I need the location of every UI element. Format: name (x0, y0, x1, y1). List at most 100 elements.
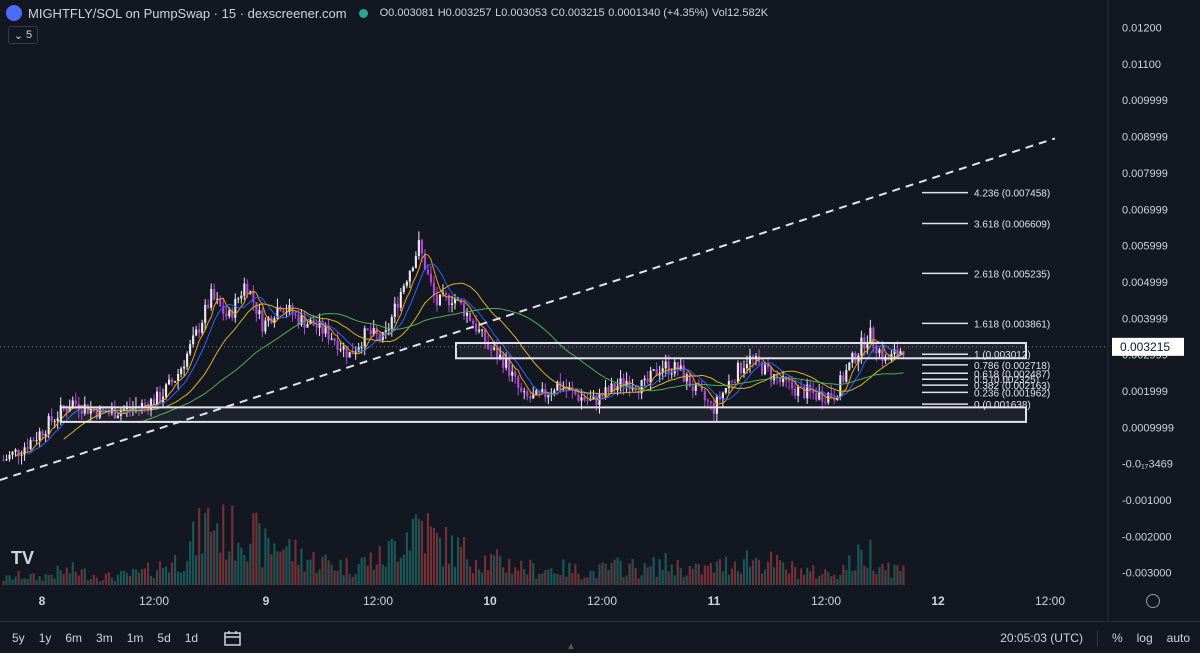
volume-bar (306, 559, 309, 585)
volume-bar (420, 520, 423, 585)
range-button-1m[interactable]: 1m (126, 630, 144, 645)
candle-body (95, 410, 98, 418)
chevron-up-icon[interactable]: ▲ (566, 641, 576, 652)
volume-bar (183, 571, 186, 585)
candle-body (770, 367, 773, 381)
auto-toggle[interactable]: auto (1166, 630, 1190, 645)
volume-bar (893, 564, 896, 585)
candle-body (797, 386, 800, 396)
volume-bar (652, 556, 655, 585)
range-button-3m[interactable]: 3m (96, 630, 113, 645)
range-button-5y[interactable]: 5y (12, 630, 25, 645)
x-tick-label: 12:00 (1035, 594, 1065, 608)
candle-body (306, 324, 309, 328)
volume-bar (348, 573, 351, 585)
volume-bar (544, 570, 547, 585)
volume-bar (718, 558, 721, 585)
volume-bar (74, 571, 77, 585)
volume-bar (806, 567, 809, 585)
indicator-collapse-button[interactable]: ⌄ 5 (8, 26, 38, 44)
last-price-box (1112, 337, 1184, 356)
candle-body (53, 421, 56, 423)
y-tick-label: 0.005999 (1122, 241, 1168, 253)
volume-bar (646, 567, 649, 585)
candle-body (682, 365, 685, 382)
range-button-1y[interactable]: 1y (38, 630, 52, 645)
candle-body (511, 371, 514, 376)
candle-body (517, 376, 520, 388)
candle-body (782, 376, 785, 383)
volume-bar (854, 570, 857, 585)
candle-body (252, 291, 255, 303)
candle-body (748, 356, 752, 365)
candle-body (565, 387, 568, 390)
percent-toggle[interactable]: % (1111, 630, 1123, 645)
volume-bar (429, 526, 432, 585)
range-button-1d[interactable]: 1d (184, 630, 199, 645)
candle-body (192, 335, 195, 345)
candle-body (496, 347, 499, 359)
candle-body (541, 389, 544, 394)
candle-body (333, 338, 336, 341)
candle-body (324, 326, 327, 334)
candle-body (679, 365, 682, 371)
volume-bar (137, 572, 141, 585)
volume-bar (782, 562, 785, 585)
volume-bar (71, 562, 74, 585)
volume-bar (195, 555, 198, 585)
volume-bar (842, 565, 845, 585)
volume-bar (270, 554, 273, 585)
bottom-toolbar: 5y 1y 6m 3m 1m 5d 1d 20:05:03 (UTC) % log auto (0, 621, 1200, 653)
volume-bar (128, 575, 131, 585)
candle-body (818, 391, 821, 400)
candle-body (655, 369, 658, 376)
volume-bar (815, 578, 818, 585)
candle-body (664, 361, 667, 369)
price-chart[interactable]: 4.236 (0.007458) 3.618 (0.006609) 2.618 (0… (0, 0, 1200, 621)
volume-bar (709, 563, 712, 585)
volume-bar (180, 572, 183, 585)
volume-bar (447, 563, 451, 585)
volume-bar (827, 571, 830, 585)
candle-body (529, 396, 532, 399)
volume-bar (351, 576, 354, 585)
candle-body (174, 381, 177, 383)
candle-body (592, 395, 595, 399)
range-button-6m[interactable]: 6m (65, 630, 83, 645)
candle-body (706, 400, 709, 402)
candle-body (800, 386, 803, 388)
x-tick-label: 12:00 (139, 594, 169, 608)
volume-bar (514, 567, 517, 585)
settings-gear-icon[interactable] (1146, 594, 1160, 608)
volume-bar (706, 565, 709, 585)
volume-bar (360, 557, 363, 585)
volume-bar (788, 573, 791, 585)
volume-bar (321, 556, 324, 585)
candle-body (869, 327, 872, 343)
fib-level-label: 0.382 (0.002163) (974, 381, 1050, 392)
volume-bar (655, 576, 658, 585)
candle-body (414, 256, 417, 268)
candle-body (11, 451, 14, 455)
volume-bar (246, 561, 249, 585)
log-toggle[interactable]: log (1136, 630, 1153, 645)
x-tick-label: 8 (39, 594, 46, 608)
candle-body (691, 386, 694, 391)
candle-body (803, 386, 806, 399)
volume-bar (285, 546, 288, 585)
volume-bar (387, 540, 390, 585)
volume-bar (228, 551, 231, 585)
range-button-5d[interactable]: 5d (157, 630, 171, 645)
candle-body (721, 392, 724, 400)
utc-time[interactable]: 20:05:03 (UTC) (1000, 630, 1083, 645)
calendar-icon[interactable] (224, 630, 242, 646)
candle-body (499, 354, 502, 359)
candle-body (523, 391, 526, 393)
volume-bar (791, 560, 794, 585)
candle-body (32, 440, 35, 442)
fib-level-label: 0.5 (0.002325) (974, 375, 1039, 386)
candle-body (526, 391, 529, 397)
volume-bar (384, 566, 387, 585)
volume-bar (890, 577, 893, 585)
volume-bar (688, 565, 691, 585)
